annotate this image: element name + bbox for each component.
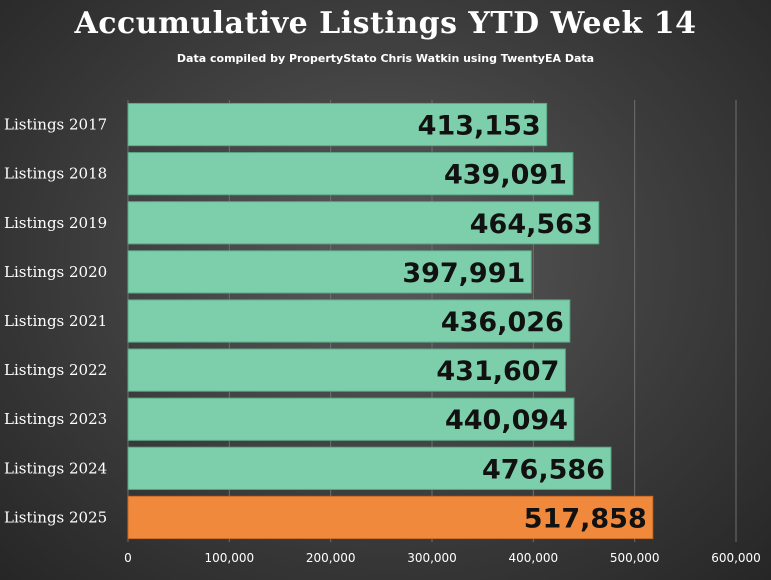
x-tick-label: 100,000: [205, 551, 255, 565]
x-axis-tick-labels: 0 100,000 200,000 300,000 400,000 500,000 600,…: [124, 551, 761, 565]
bar-value-label: 431,607: [436, 356, 559, 387]
x-tick-label: 500,000: [610, 551, 660, 565]
x-tick-label: 200,000: [306, 551, 356, 565]
bars: 413,153 439,091 464,563 397,991 436,026 431,6…: [127, 102, 654, 540]
bar: [127, 397, 575, 441]
chart-subtitle: Data compiled by PropertyStato Chris Wat…: [176, 52, 595, 65]
bar-value-label: 436,026: [441, 307, 564, 338]
x-tick-label: 300,000: [407, 551, 457, 565]
bar: [127, 348, 566, 392]
category-label: Listings 2020: [4, 263, 107, 281]
category-label: Listings 2023: [4, 410, 107, 428]
category-labels: Listings 2017 Listings 2018 Listings 2019 L…: [4, 116, 107, 527]
category-label: Listings 2018: [4, 165, 107, 183]
bar: [127, 152, 574, 196]
bar-value-label: 476,586: [482, 454, 605, 485]
category-label: Listings 2024: [4, 459, 107, 477]
category-label: Listings 2025: [4, 508, 107, 526]
bar: [127, 446, 612, 490]
bar: [127, 299, 571, 343]
bar-value-label: 439,091: [444, 160, 567, 191]
bar: [127, 250, 532, 294]
bar-value-label: 440,094: [445, 405, 568, 436]
category-label: Listings 2017: [4, 116, 107, 134]
category-label: Listings 2022: [4, 361, 107, 379]
chart-title: Accumulative Listings YTD Week 14: [74, 6, 697, 41]
bar: [127, 495, 654, 540]
bar: [127, 201, 600, 245]
bar-value-label: 517,858: [524, 503, 647, 534]
category-label: Listings 2021: [4, 312, 107, 330]
category-label: Listings 2019: [4, 214, 107, 232]
bar-value-label: 464,563: [470, 209, 593, 240]
x-tick-label: 600,000: [711, 551, 761, 565]
bar-value-label: 413,153: [418, 111, 541, 142]
x-tick-label: 0: [124, 551, 132, 565]
bar: [127, 102, 548, 147]
x-tick-label: 400,000: [509, 551, 559, 565]
bar-value-label: 397,991: [402, 258, 525, 289]
